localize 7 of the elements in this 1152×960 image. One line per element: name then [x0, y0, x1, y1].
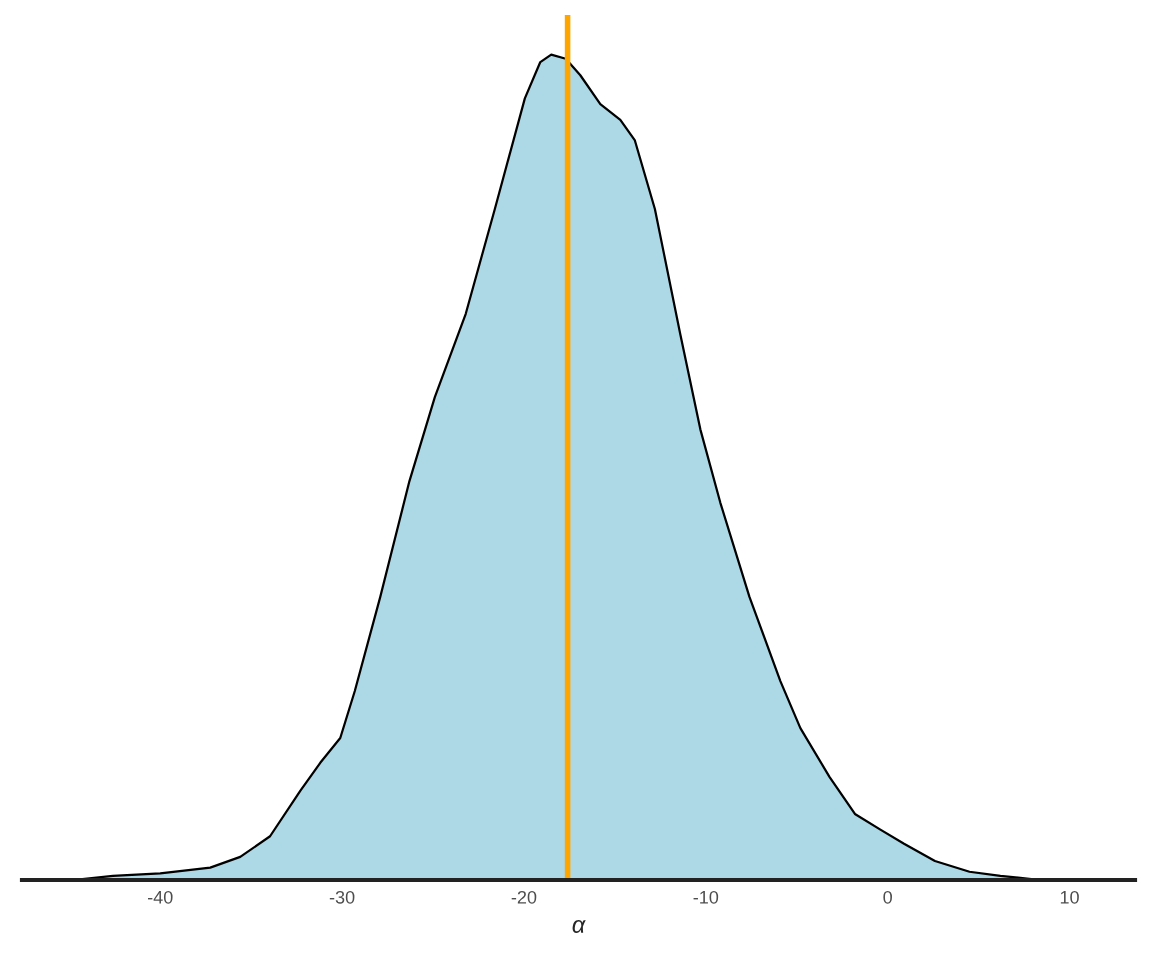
x-tick-label: -30: [329, 890, 355, 904]
x-axis-title: α: [572, 920, 586, 933]
x-tick-label: 10: [1060, 890, 1079, 904]
x-tick-label: 0: [883, 890, 892, 904]
x-tick-label: -20: [511, 890, 537, 904]
x-tick-label: -10: [693, 890, 719, 904]
x-tick-label: -40: [147, 890, 173, 904]
